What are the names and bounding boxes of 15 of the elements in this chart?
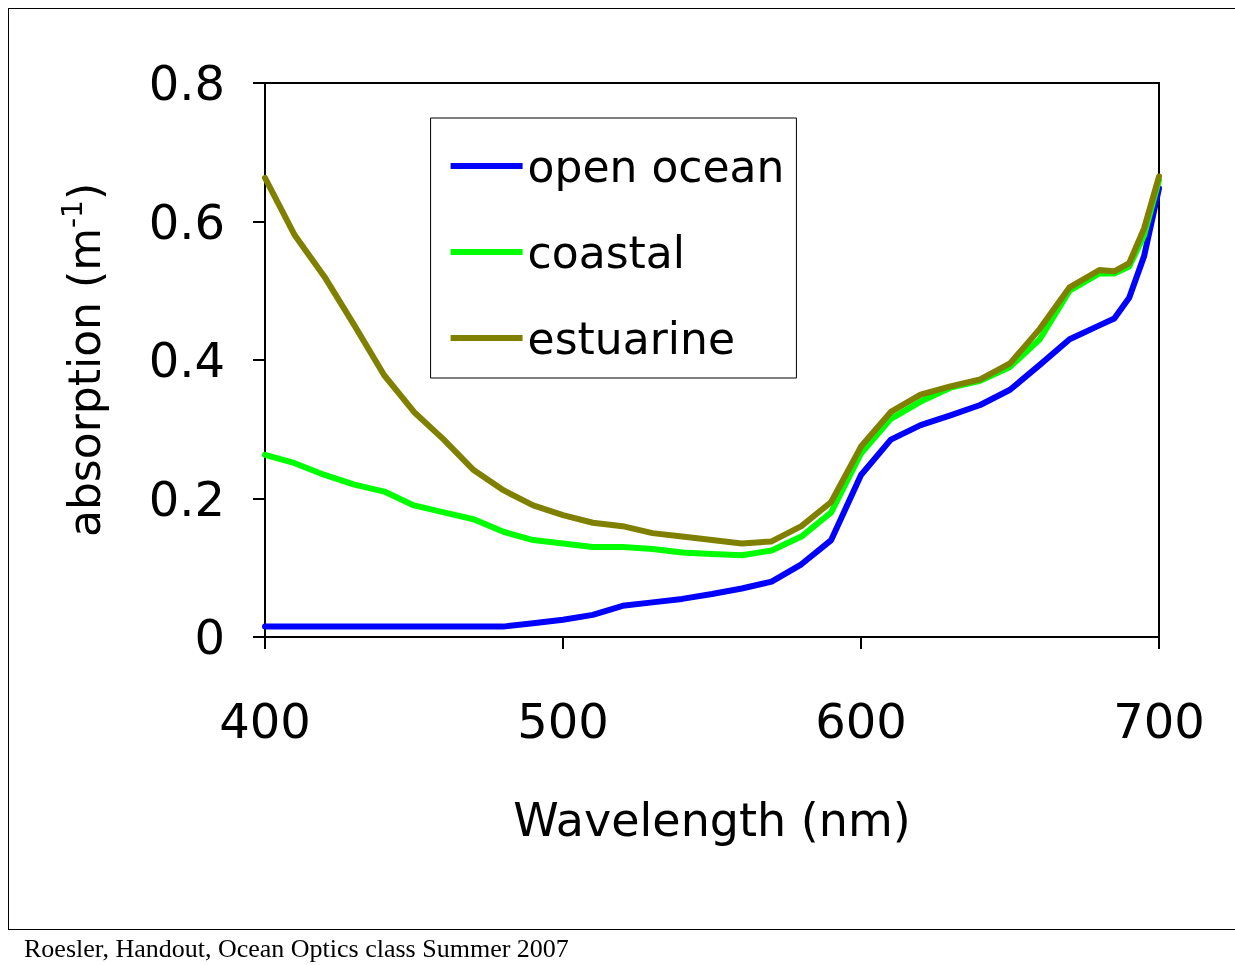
x-tick-label: 600 [815,693,907,749]
y-tick-label: 0.8 [148,55,225,111]
y-tick-label: 0.2 [148,470,225,527]
x-tick-label: 400 [219,693,311,749]
y-tick-label: 0.6 [148,193,225,250]
legend-label: estuarine [527,312,735,364]
y-tick-label: 0 [194,609,225,665]
legend-label: coastal [527,226,686,278]
y-axis-title: absorption (m-1) [55,182,110,538]
text: Roesler, Handout, Ocean Optics class Summer 2007 [24,934,569,964]
x-tick-label: 700 [1113,693,1205,749]
x-axis-title: Wavelength (nm) [513,793,911,847]
x-tick-label: 500 [517,693,609,749]
legend-label: open ocean [527,140,785,192]
y-tick-label: 0.4 [148,332,225,388]
